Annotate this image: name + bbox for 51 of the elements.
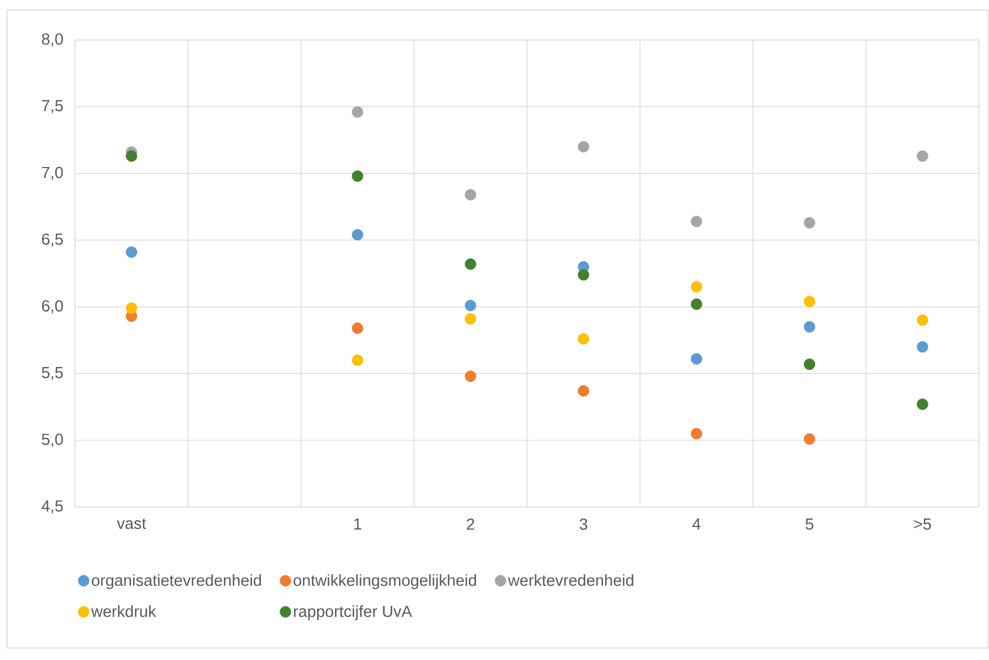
x-tick-label: 4 — [692, 518, 700, 530]
point — [352, 170, 364, 182]
point — [352, 354, 364, 366]
y-tick-label: 7,0 — [42, 166, 63, 180]
point — [690, 298, 702, 310]
point — [804, 321, 816, 333]
point — [916, 314, 928, 326]
x-tick-label: 2 — [466, 518, 474, 530]
point — [578, 385, 590, 397]
y-tick-label: 6,5 — [42, 234, 63, 247]
x-tick-label: 3 — [580, 518, 588, 530]
point — [916, 398, 928, 410]
legend-label: werkdruk — [91, 605, 156, 618]
point — [916, 341, 928, 353]
point — [126, 150, 138, 162]
point — [804, 358, 816, 370]
point — [352, 229, 364, 240]
point — [352, 106, 364, 118]
y-tick-label: 5,0 — [42, 434, 63, 447]
point — [578, 333, 590, 345]
point — [464, 300, 476, 312]
point — [126, 302, 138, 314]
point — [690, 353, 702, 365]
y-tick-label: 8,0 — [42, 33, 63, 47]
y-tick-label: 6,0 — [42, 300, 63, 314]
y-tick-label: 7,5 — [42, 100, 63, 114]
legend-label: rapportcijfer UvA — [294, 605, 412, 620]
point — [464, 370, 476, 382]
point — [690, 281, 702, 293]
x-tick-label: 1 — [354, 518, 362, 530]
point — [804, 217, 816, 228]
legend-label: organisatietevredenheid — [92, 574, 261, 590]
y-tick-label: 4,5 — [42, 500, 63, 514]
point — [690, 216, 702, 228]
y-tick-label: 5,5 — [42, 367, 63, 380]
point — [804, 433, 816, 445]
point — [690, 428, 702, 440]
x-tick-label: >5 — [914, 518, 931, 530]
legend-label: werktevredenheid — [508, 574, 634, 586]
point — [464, 313, 476, 325]
legend-label: ontwikkelingsmogelijkheid — [294, 574, 476, 590]
point — [916, 150, 928, 162]
x-tick-label: vast — [116, 518, 146, 530]
point — [464, 189, 476, 200]
point — [126, 246, 138, 258]
point — [804, 296, 816, 308]
point — [578, 141, 590, 152]
x-tick-label: 5 — [806, 518, 814, 530]
point — [352, 322, 364, 334]
point — [578, 269, 590, 281]
point — [464, 258, 476, 270]
